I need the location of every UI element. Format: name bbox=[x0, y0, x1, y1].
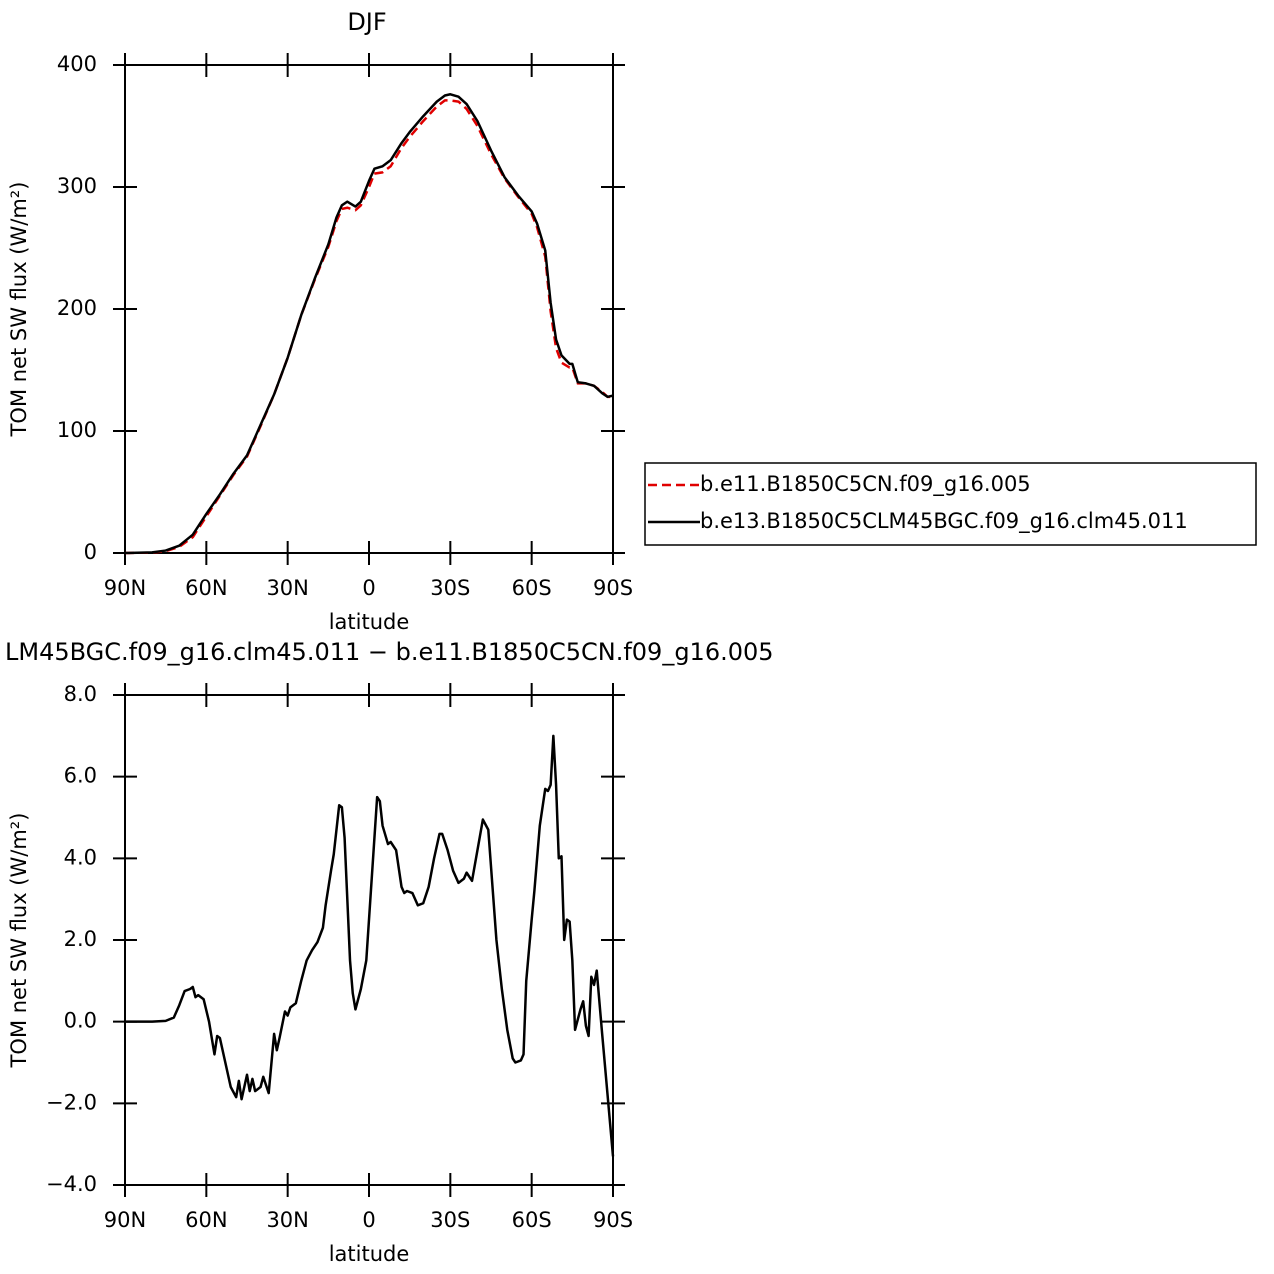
x-tick-label: 90S bbox=[593, 1208, 633, 1232]
x-tick-label: 60N bbox=[185, 1208, 227, 1232]
y-tick-label: 2.0 bbox=[64, 927, 97, 951]
y-tick-label: 400 bbox=[57, 52, 97, 76]
x-tick-label: 90N bbox=[104, 576, 146, 600]
x-tick-label: 0 bbox=[362, 576, 375, 600]
legend-box bbox=[644, 462, 1257, 546]
x-tick-label: 90S bbox=[593, 576, 633, 600]
y-axis-label: TOM net SW flux (W/m²) bbox=[7, 813, 31, 1069]
plot-frame bbox=[124, 64, 614, 554]
data-line bbox=[125, 734, 615, 1157]
x-tick-label: 30S bbox=[430, 1208, 470, 1232]
x-tick-label: 30N bbox=[266, 1208, 308, 1232]
y-tick-label: −4.0 bbox=[46, 1172, 97, 1196]
y-tick-label: 0.0 bbox=[64, 1009, 97, 1033]
y-tick-label: 200 bbox=[57, 296, 97, 320]
legend-label: b.e11.B1850C5CN.f09_g16.005 bbox=[700, 472, 1031, 497]
y-tick-label: 300 bbox=[57, 174, 97, 198]
x-axis-label: latitude bbox=[329, 610, 410, 634]
x-tick-label: 30N bbox=[266, 576, 308, 600]
y-tick-label: 8.0 bbox=[64, 682, 97, 706]
plot-frame bbox=[124, 694, 614, 1186]
legend-label: b.e13.B1850C5CLM45BGC.f09_g16.clm45.011 bbox=[700, 509, 1188, 534]
x-tick-label: 90N bbox=[104, 1208, 146, 1232]
y-tick-label: −2.0 bbox=[46, 1090, 97, 1114]
x-tick-label: 60S bbox=[512, 1208, 552, 1232]
data-line bbox=[124, 93, 614, 555]
x-tick-label: 0 bbox=[362, 1208, 375, 1232]
y-tick-label: 0 bbox=[84, 540, 97, 564]
y-tick-label: 100 bbox=[57, 418, 97, 442]
x-tick-label: 60S bbox=[512, 576, 552, 600]
chart-title: DJF bbox=[347, 8, 386, 36]
x-tick-label: 30S bbox=[430, 576, 470, 600]
y-tick-label: 6.0 bbox=[64, 764, 97, 788]
data-line bbox=[124, 99, 613, 555]
x-axis-label: latitude bbox=[329, 1242, 410, 1266]
y-tick-label: 4.0 bbox=[64, 845, 97, 869]
x-tick-label: 60N bbox=[185, 576, 227, 600]
chart-title: LM45BGC.f09_g16.clm45.011 − b.e11.B1850C… bbox=[5, 638, 774, 666]
y-axis-label: TOM net SW flux (W/m²) bbox=[7, 182, 31, 438]
